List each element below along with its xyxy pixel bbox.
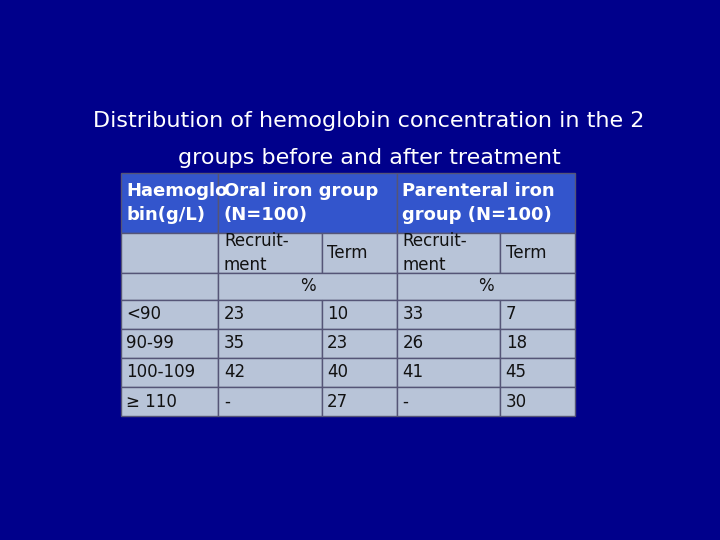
Bar xyxy=(322,300,397,329)
Text: %: % xyxy=(300,277,315,295)
Bar xyxy=(397,233,500,273)
Bar xyxy=(218,358,322,387)
Bar xyxy=(500,233,575,273)
Text: -: - xyxy=(224,393,230,410)
Text: Recruit-
ment: Recruit- ment xyxy=(402,232,467,274)
Bar xyxy=(500,387,575,416)
Text: 42: 42 xyxy=(224,363,245,381)
Text: ≥ 110: ≥ 110 xyxy=(126,393,177,410)
Text: 7: 7 xyxy=(505,305,516,323)
Bar xyxy=(397,300,500,329)
Bar xyxy=(397,173,575,233)
Text: 10: 10 xyxy=(327,305,348,323)
Text: Recruit-
ment: Recruit- ment xyxy=(224,232,289,274)
Bar xyxy=(397,329,500,358)
Text: Term: Term xyxy=(327,244,368,262)
Text: Oral iron group
(N=100): Oral iron group (N=100) xyxy=(224,183,378,224)
Text: Term: Term xyxy=(505,244,546,262)
Bar xyxy=(397,387,500,416)
Text: 35: 35 xyxy=(224,334,245,353)
Bar xyxy=(500,358,575,387)
Bar xyxy=(500,300,575,329)
Bar xyxy=(322,233,397,273)
Text: 41: 41 xyxy=(402,363,423,381)
Bar xyxy=(121,173,218,233)
Bar xyxy=(218,273,397,300)
Text: 45: 45 xyxy=(505,363,527,381)
Bar xyxy=(218,233,322,273)
Text: %: % xyxy=(478,277,494,295)
Text: 18: 18 xyxy=(505,334,527,353)
Text: 27: 27 xyxy=(327,393,348,410)
Bar xyxy=(322,387,397,416)
Bar xyxy=(322,358,397,387)
Text: 100-109: 100-109 xyxy=(126,363,195,381)
Bar xyxy=(218,173,397,233)
Text: 33: 33 xyxy=(402,305,424,323)
Bar xyxy=(121,358,218,387)
Text: Haemoglo
bin(g/L): Haemoglo bin(g/L) xyxy=(126,183,228,224)
Text: -: - xyxy=(402,393,408,410)
Text: 23: 23 xyxy=(327,334,348,353)
Bar xyxy=(121,300,218,329)
Bar xyxy=(218,329,322,358)
Text: 30: 30 xyxy=(505,393,527,410)
Text: 90-99: 90-99 xyxy=(126,334,174,353)
Bar xyxy=(397,273,575,300)
Text: Distribution of hemoglobin concentration in the 2: Distribution of hemoglobin concentration… xyxy=(94,111,644,131)
Text: 23: 23 xyxy=(224,305,246,323)
Bar xyxy=(121,233,218,273)
Bar xyxy=(397,358,500,387)
Text: <90: <90 xyxy=(126,305,161,323)
Text: 40: 40 xyxy=(327,363,348,381)
Text: Parenteral iron
group (N=100): Parenteral iron group (N=100) xyxy=(402,183,555,224)
Bar xyxy=(218,300,322,329)
Bar xyxy=(322,329,397,358)
Bar xyxy=(121,329,218,358)
Bar xyxy=(121,387,218,416)
Text: 26: 26 xyxy=(402,334,423,353)
Bar xyxy=(121,273,218,300)
Bar xyxy=(500,329,575,358)
Text: groups before and after treatment: groups before and after treatment xyxy=(178,148,560,168)
Bar xyxy=(218,387,322,416)
